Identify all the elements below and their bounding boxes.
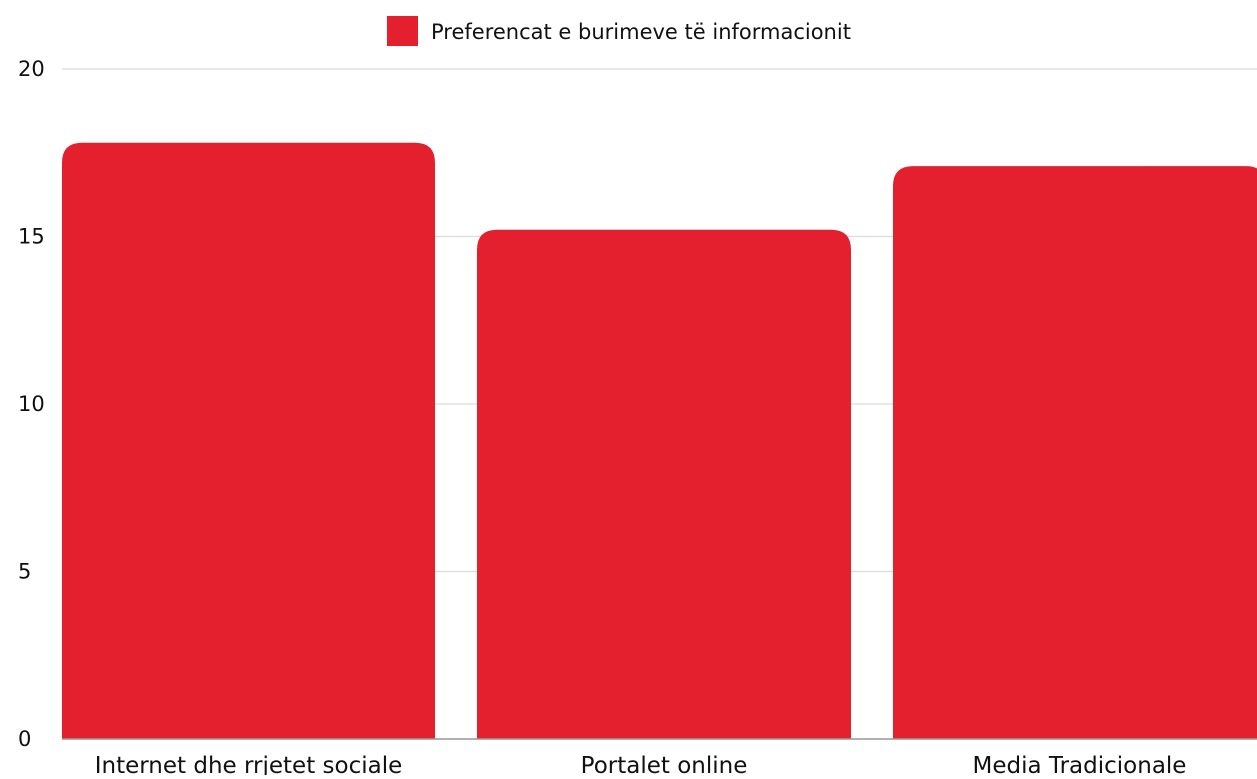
bars xyxy=(62,142,1257,740)
bar xyxy=(62,142,435,739)
x-category-label: Portalet online xyxy=(581,753,748,775)
y-tick-label: 15 xyxy=(18,225,45,249)
legend-label: Preferencat e burimeve të informacionit xyxy=(431,20,851,44)
x-category-label: Media Tradicionale xyxy=(973,753,1187,775)
y-tick-label: 0 xyxy=(18,727,31,751)
y-tick-label: 10 xyxy=(18,392,45,416)
legend: Preferencat e burimeve të informacionit xyxy=(387,16,851,46)
x-category-label: Internet dhe rrjetet sociale xyxy=(95,753,403,775)
y-tick-label: 5 xyxy=(18,560,31,584)
bar xyxy=(893,166,1257,739)
y-tick-label: 20 xyxy=(18,57,45,81)
bar xyxy=(477,229,851,740)
legend-swatch xyxy=(387,16,418,46)
